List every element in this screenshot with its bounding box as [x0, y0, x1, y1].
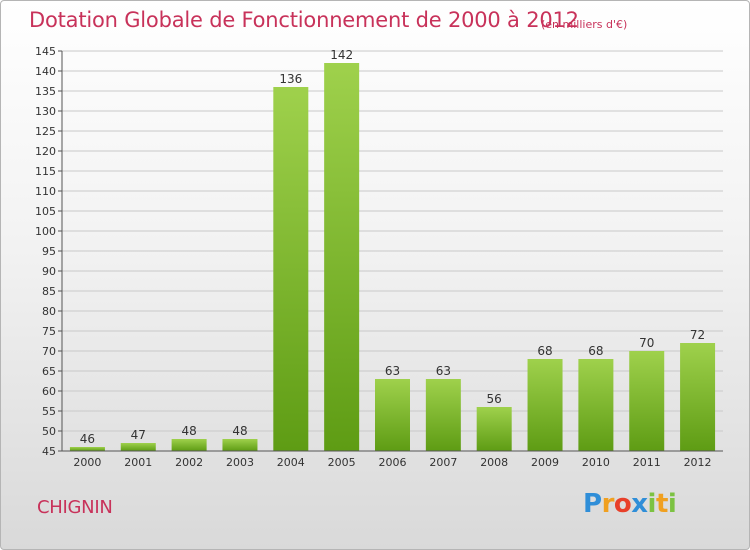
- x-tick-label: 2004: [277, 456, 305, 469]
- y-tick-label: 60: [42, 385, 56, 398]
- x-tick-label: 2011: [633, 456, 661, 469]
- x-tick-label: 2002: [175, 456, 203, 469]
- y-axis: 45 50 55 60 65 70 75 80 85 90 95 100 105 110 115 120 125…: [35, 45, 63, 458]
- data-label: 56: [487, 392, 502, 406]
- data-label: 142: [330, 48, 353, 62]
- y-tick-label: 65: [42, 365, 56, 378]
- y-tick-label: 50: [42, 425, 56, 438]
- y-tick-label: 115: [35, 165, 56, 178]
- y-tick-label: 70: [42, 345, 56, 358]
- data-label: 47: [131, 428, 146, 442]
- data-label: 68: [537, 344, 552, 358]
- x-tick-label: 2000: [73, 456, 101, 469]
- y-tick-label: 45: [42, 445, 56, 458]
- x-tick-label: 2006: [379, 456, 407, 469]
- y-tick-label: 80: [42, 305, 56, 318]
- bar: [425, 379, 461, 451]
- bar: [578, 359, 614, 451]
- x-tick-label: 2001: [124, 456, 152, 469]
- x-tick-label: 2003: [226, 456, 254, 469]
- bar: [527, 359, 563, 451]
- x-tick-label: 2008: [480, 456, 508, 469]
- x-tick-label: 2007: [429, 456, 457, 469]
- x-tick-label: 2005: [328, 456, 356, 469]
- data-label: 136: [279, 72, 302, 86]
- bar: [375, 379, 410, 451]
- y-tick-label: 100: [35, 225, 56, 238]
- chart-unit-note: (en milliers d'€): [541, 18, 628, 31]
- y-tick-label: 75: [42, 325, 56, 338]
- data-label: 72: [690, 328, 705, 342]
- commune-name: CHIGNIN: [37, 497, 113, 518]
- bar: [222, 439, 258, 451]
- data-label: 70: [639, 336, 654, 350]
- data-label: 48: [181, 424, 196, 438]
- x-tick-label: 2010: [582, 456, 610, 469]
- bar: [171, 439, 207, 451]
- x-tick-label: 2012: [684, 456, 712, 469]
- bar: [69, 447, 105, 451]
- y-tick-label: 140: [35, 65, 56, 78]
- bar: [120, 443, 156, 451]
- y-tick-label: 105: [35, 205, 56, 218]
- bar: [324, 63, 360, 451]
- proxiti-logo: Proxiti: [583, 489, 677, 519]
- data-label: 63: [385, 364, 400, 378]
- data-label: 48: [232, 424, 247, 438]
- y-tick-label: 135: [35, 85, 56, 98]
- x-tick-label: 2009: [531, 456, 559, 469]
- y-tick-label: 90: [42, 265, 56, 278]
- data-label: 46: [80, 432, 95, 446]
- y-tick-label: 95: [42, 245, 56, 258]
- y-tick-label: 55: [42, 405, 56, 418]
- y-tick-label: 120: [35, 145, 56, 158]
- bar: [476, 407, 512, 451]
- y-tick-label: 130: [35, 105, 56, 118]
- y-tick-label: 110: [35, 185, 56, 198]
- data-label: 63: [436, 364, 451, 378]
- y-tick-label: 145: [35, 45, 56, 58]
- bar: [273, 87, 309, 451]
- data-label: 68: [588, 344, 603, 358]
- chart-title: Dotation Globale de Fonctionnement de 20…: [29, 8, 579, 32]
- bars: 46 47 48 48 136 142 63 63 56 68 68 70 72: [69, 48, 716, 451]
- y-tick-label: 125: [35, 125, 56, 138]
- bar: [680, 343, 716, 451]
- y-tick-label: 85: [42, 285, 56, 298]
- x-axis: 2000 2001 2002 2003 2004 2005 2006 2007 2008 2009…: [62, 450, 723, 469]
- bar: [629, 351, 665, 451]
